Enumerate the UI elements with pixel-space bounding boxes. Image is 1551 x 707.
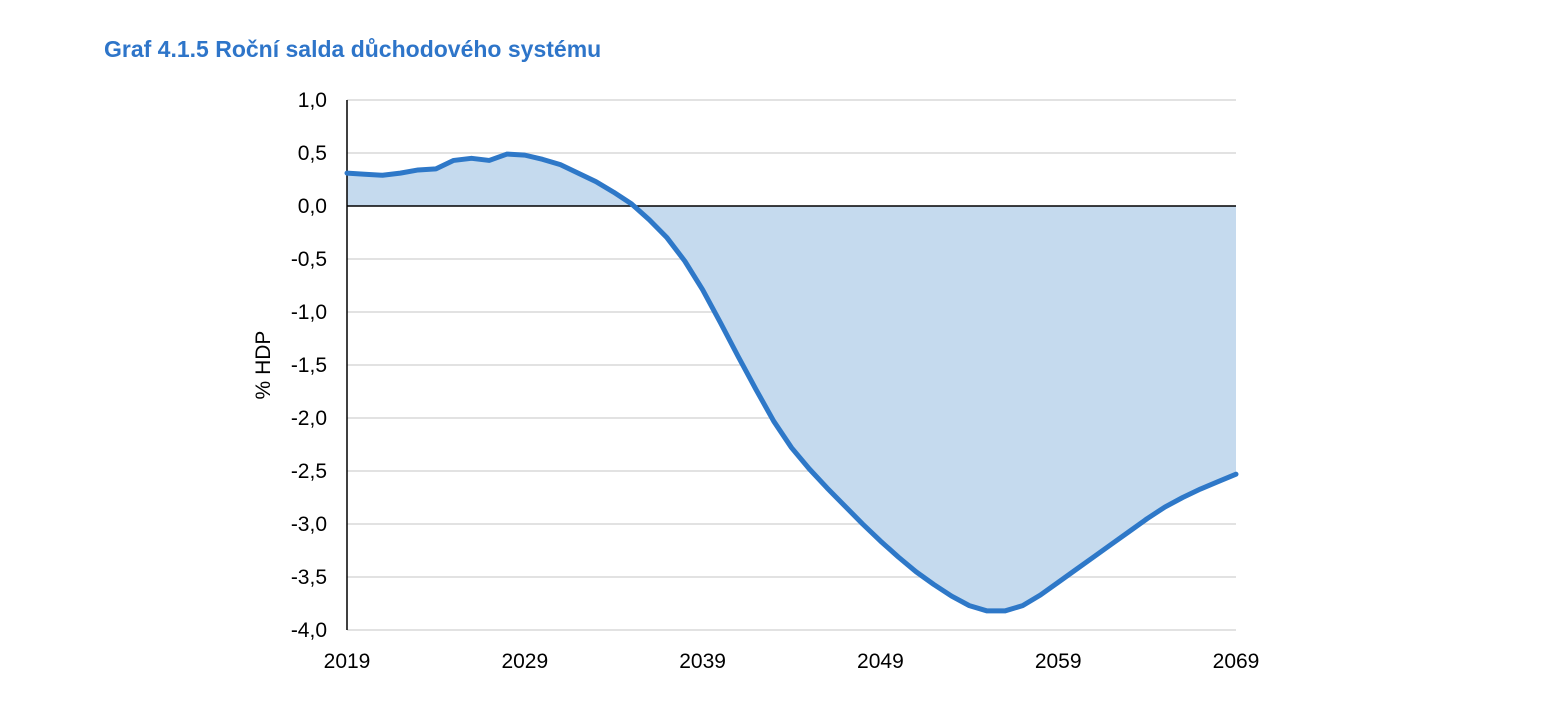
chart-title: Graf 4.1.5 Roční salda důchodového systé… (104, 36, 602, 62)
y-axis-ticks: 1,0 0,5 0,0 -0,5 -1,0 -1,5 -2,0 -2,5 -3,0 -3,5 -4,… (291, 89, 327, 642)
x-tick-label: 2049 (857, 650, 904, 673)
y-tick-label: 0,5 (298, 142, 327, 165)
x-tick-label: 2019 (324, 650, 371, 673)
y-tick-label: -2,0 (291, 407, 327, 430)
series-line (344, 151, 1239, 614)
y-tick-label: 0,0 (298, 195, 327, 218)
x-tick-label: 2039 (679, 650, 726, 673)
y-tick-label: -3,5 (291, 566, 327, 589)
x-axis-ticks: 2019 2029 2039 2049 2059 2069 (324, 650, 1260, 673)
y-tick-label: -2,5 (291, 460, 327, 483)
area-fill (347, 154, 1236, 611)
x-tick-label: 2029 (501, 650, 548, 673)
y-axis-title: % HDP (252, 331, 275, 400)
y-tick-label: -1,0 (291, 301, 327, 324)
y-tick-label: -0,5 (291, 248, 327, 271)
y-tick-label: -1,5 (291, 354, 327, 377)
y-tick-label: 1,0 (298, 89, 327, 112)
x-tick-label: 2069 (1213, 650, 1260, 673)
y-tick-label: -3,0 (291, 513, 327, 536)
y-tick-label: -4,0 (291, 619, 327, 642)
x-tick-label: 2059 (1035, 650, 1082, 673)
